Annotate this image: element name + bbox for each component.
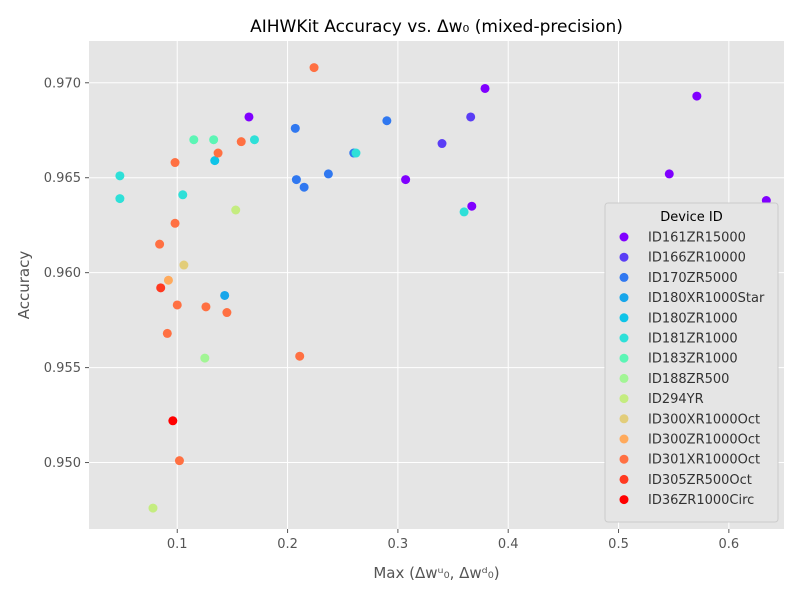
data-point [466, 112, 476, 122]
legend-box [604, 202, 779, 523]
data-point [236, 137, 246, 147]
legend-label: ID161ZR15000 [648, 231, 746, 246]
data-point [249, 135, 259, 145]
legend-label: ID305ZR500Oct [648, 473, 752, 488]
legend-marker [619, 454, 629, 464]
data-point [162, 328, 172, 338]
data-point [115, 194, 125, 204]
legend: Device ID ID161ZR15000 ID166ZR10000 ID170Z… [604, 202, 779, 523]
data-point [467, 201, 477, 211]
legend-label: ID300XR1000Oct [648, 412, 760, 427]
legend-label: ID188ZR500 [648, 372, 729, 387]
data-point [163, 275, 173, 285]
data-point [351, 148, 361, 158]
data-point [401, 175, 411, 185]
legend-title: Device ID [660, 210, 722, 225]
x-tick-label: 0.3 [388, 537, 409, 552]
y-tick-label: 0.955 [44, 361, 81, 376]
data-point [222, 308, 232, 318]
data-point [323, 169, 333, 179]
legend-marker [619, 313, 629, 323]
data-point [382, 116, 392, 126]
data-point [209, 135, 219, 145]
legend-marker [619, 293, 629, 303]
data-point [200, 353, 210, 363]
legend-marker [619, 333, 629, 343]
data-point [692, 91, 702, 101]
data-point [178, 190, 188, 200]
data-point [148, 503, 158, 513]
legend-label: ID294YR [648, 392, 704, 407]
legend-label: ID183ZR1000 [648, 352, 738, 367]
legend-label: ID180ZR1000 [648, 311, 738, 326]
data-point [309, 63, 319, 73]
x-tick-labels: 0.1 0.2 0.3 0.4 0.5 0.6 [167, 529, 739, 552]
y-tick-label: 0.950 [44, 456, 81, 471]
x-tick-label: 0.6 [718, 537, 739, 552]
legend-marker [619, 373, 629, 383]
legend-marker [619, 232, 629, 242]
data-point [480, 83, 490, 93]
data-point [291, 175, 301, 185]
data-point [168, 416, 178, 426]
data-point [295, 351, 305, 361]
data-point [155, 239, 165, 249]
data-point [201, 302, 211, 312]
legend-marker [619, 394, 629, 404]
data-point [189, 135, 199, 145]
data-point [244, 112, 254, 122]
data-point [290, 123, 300, 133]
legend-marker [619, 272, 629, 282]
y-tick-label: 0.970 [44, 76, 81, 91]
data-point [172, 300, 182, 310]
x-axis-label: Max (Δwᵘ₀, Δwᵈ₀) [373, 564, 499, 582]
data-point [459, 207, 469, 217]
y-tick-label: 0.960 [44, 266, 81, 281]
legend-marker [619, 252, 629, 262]
data-point [170, 218, 180, 228]
data-point [170, 158, 180, 168]
legend-label: ID301XR1000Oct [648, 453, 760, 468]
y-axis-label: Accuracy [15, 251, 33, 320]
y-tick-label: 0.965 [44, 171, 81, 186]
x-tick-label: 0.2 [277, 537, 298, 552]
legend-marker [619, 495, 629, 505]
legend-label: ID180XR1000Star [648, 291, 765, 306]
legend-label: ID170ZR5000 [648, 271, 738, 286]
data-point [210, 156, 220, 166]
data-point [174, 456, 184, 466]
x-tick-label: 0.1 [167, 537, 188, 552]
x-tick-label: 0.4 [498, 537, 519, 552]
legend-label: ID181ZR1000 [648, 332, 738, 347]
data-point [664, 169, 674, 179]
legend-marker [619, 434, 629, 444]
x-tick-label: 0.5 [608, 537, 629, 552]
data-point [213, 148, 223, 158]
data-point [231, 205, 241, 215]
y-tick-labels: 0.950 0.955 0.960 0.965 0.970 [44, 76, 89, 471]
data-point [179, 260, 189, 270]
data-point [299, 182, 309, 192]
chart-title: AIHWKit Accuracy vs. Δw₀ (mixed-precisio… [250, 17, 623, 37]
legend-items: ID161ZR15000 ID166ZR10000 ID170ZR5000 ID180… [619, 231, 765, 508]
data-point [115, 171, 125, 181]
legend-label: ID166ZR10000 [648, 251, 746, 266]
data-point [437, 139, 447, 149]
legend-marker [619, 414, 629, 424]
scatter-points [115, 63, 771, 513]
legend-label: ID36ZR1000Circ [648, 493, 754, 508]
data-point [220, 290, 230, 300]
legend-label: ID300ZR1000Oct [648, 433, 760, 448]
legend-marker [619, 474, 629, 484]
legend-marker [619, 353, 629, 363]
data-point [156, 283, 166, 293]
